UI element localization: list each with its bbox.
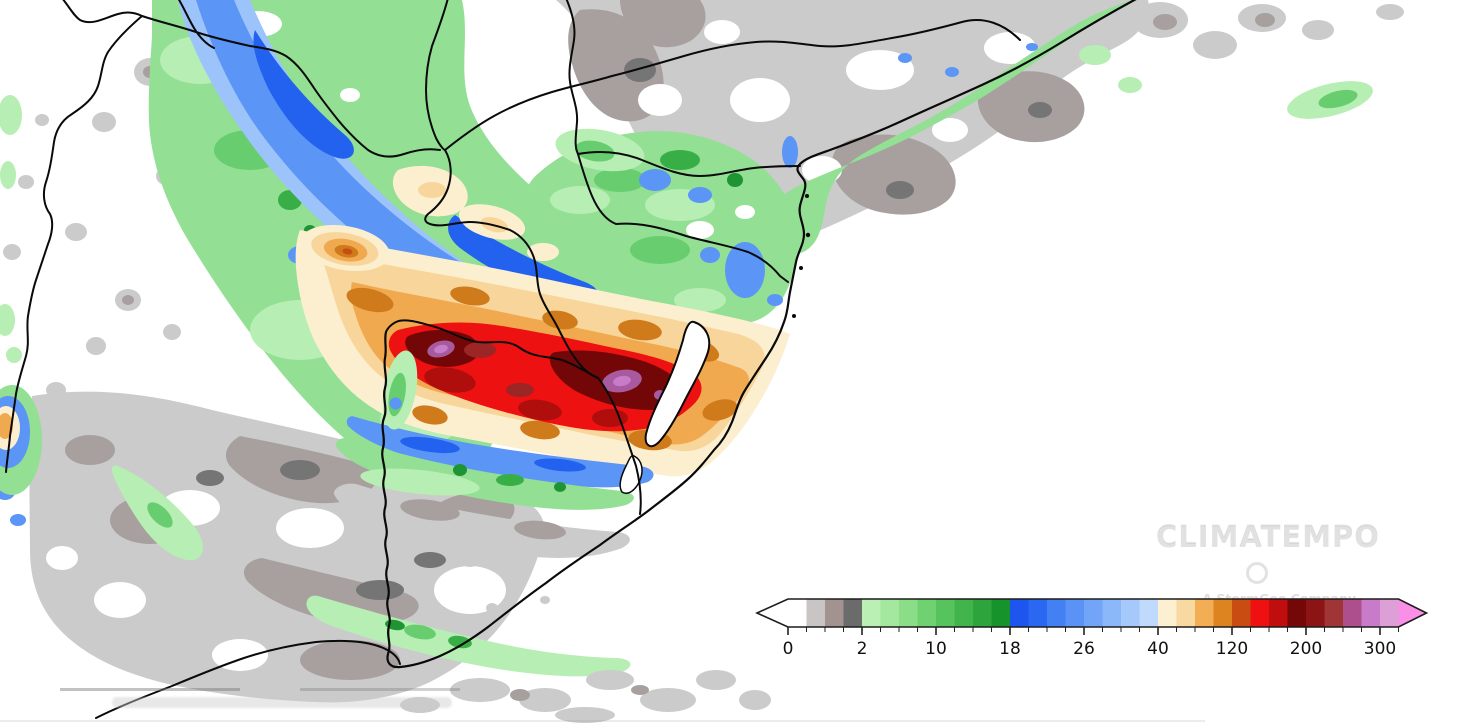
border-sp-pr (444, 19, 1021, 151)
border-brazil-uruguay-chui (597, 377, 642, 515)
gray-precip-blobs-top-right-corner (1065, 2, 1404, 119)
border-west-provinces (62, 0, 143, 24)
border-paraguay-argentina (141, 15, 441, 158)
dark-orange-patches (346, 286, 738, 451)
border-sc-rs (577, 153, 789, 283)
border-pr-west (565, 0, 579, 155)
border-brazil-uruguay-west (385, 319, 599, 379)
border-uruguay-river-north (424, 149, 599, 379)
lagoa-dos-patos (644, 320, 711, 448)
state-borders (5, 0, 1137, 719)
green-coastal-strip-northeast (555, 0, 1132, 255)
gray-strip-uruguay (333, 483, 630, 613)
purple-exceptional-spot-west (427, 340, 455, 358)
gray-precip-blobs-bottom-center (400, 670, 771, 723)
border-pr-sc (577, 151, 801, 177)
green-strip-uruguay-north (335, 438, 634, 510)
border-cordoba-santafe (5, 15, 143, 473)
coastal-islands (792, 194, 811, 318)
green-strip-uruguay-river (382, 350, 418, 430)
rain-spot-left-edge (0, 385, 42, 495)
purple-exceptional-spot-east (602, 369, 642, 393)
border-misiones-west (425, 0, 449, 151)
blue-strip-south-of-core (346, 416, 654, 488)
border-top-small (178, 0, 215, 49)
coastline (381, 0, 1137, 669)
orange-spot-isolated-west (300, 224, 390, 272)
coastline-buenos-aires (95, 639, 401, 719)
